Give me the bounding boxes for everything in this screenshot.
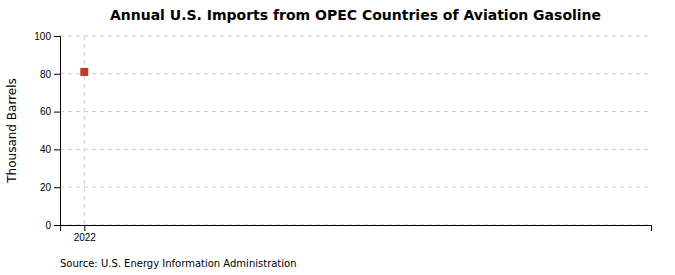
y-grid-line: [60, 111, 651, 112]
y-tick-mark: [54, 112, 60, 113]
y-tick-label: 0: [45, 220, 51, 231]
x-tick-label: 2022: [74, 232, 97, 243]
y-tick: 60: [40, 106, 60, 117]
y-grid-line: [60, 36, 651, 37]
y-tick-mark: [54, 149, 60, 150]
grid: [60, 36, 651, 225]
y-grid-line: [60, 187, 651, 188]
points: [80, 68, 88, 76]
x-tick-mark: [84, 225, 85, 231]
plot-area: 2022 0 20 40 60 80 100: [34, 31, 651, 243]
x-grid-line: [84, 36, 85, 225]
y-tick-mark: [54, 187, 60, 188]
y-tick-label: 40: [40, 144, 52, 155]
title: Annual U.S. Imports from OPEC Countries …: [110, 7, 601, 23]
source-note: Source: U.S. Energy Information Administ…: [60, 258, 297, 269]
point: [80, 68, 88, 76]
x-axis: 2022: [61, 225, 652, 243]
y-tick: 0: [45, 220, 60, 231]
y-tick-mark: [54, 74, 60, 75]
y-tick-mark: [54, 225, 60, 226]
chart-svg: 2022 0 20 40 60 80 100 Annual U.S. Imports from…: [0, 0, 675, 275]
y-grid-line: [60, 149, 651, 150]
y-tick: 40: [40, 144, 60, 155]
y-axis-line: [54, 37, 61, 226]
y-tick: 100: [34, 31, 60, 42]
x-axis-line: [61, 226, 652, 232]
y-axis-title: Thousand Barrels: [5, 78, 19, 183]
y-tick: 80: [40, 69, 60, 80]
y-axis: 0 20 40 60 80 100: [34, 31, 60, 231]
y-tick-label: 60: [40, 106, 52, 117]
y-grid-line: [60, 73, 651, 74]
y-tick-mark: [54, 36, 60, 37]
y-tick-label: 80: [40, 69, 52, 80]
y-tick-label: 100: [34, 31, 51, 42]
y-tick: 20: [40, 182, 60, 193]
y-tick-label: 20: [40, 182, 52, 193]
x-tick: 2022: [74, 225, 97, 243]
